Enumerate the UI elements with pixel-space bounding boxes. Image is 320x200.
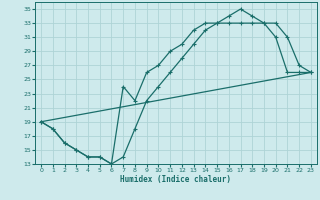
X-axis label: Humidex (Indice chaleur): Humidex (Indice chaleur) bbox=[121, 175, 231, 184]
